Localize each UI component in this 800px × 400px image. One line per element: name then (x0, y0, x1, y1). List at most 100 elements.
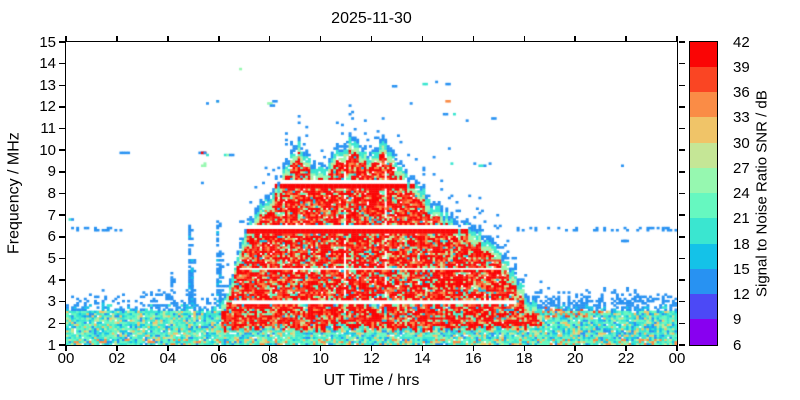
colorbar-segment (690, 268, 717, 294)
x-tick-label: 06 (210, 350, 228, 367)
x-tick-top (523, 35, 525, 41)
y-tick-right (678, 171, 685, 173)
y-tick (58, 214, 65, 216)
colorbar-tick-label: 21 (733, 210, 750, 228)
y-tick (58, 84, 65, 87)
colorbar-tick-label: 9 (733, 311, 742, 329)
x-axis-label: UT Time / hrs (323, 372, 420, 389)
y-tick-right (678, 192, 685, 195)
colorbar-tick-label: 18 (733, 235, 750, 253)
y-tick-label: 14 (39, 55, 56, 73)
colorbar-segment (690, 142, 717, 168)
x-tick-label: 10 (312, 350, 329, 367)
colorbar-gradient (690, 41, 717, 345)
y-tick-right (678, 127, 685, 130)
colorbar-tick-label: 36 (733, 84, 750, 101)
y-tick-label: 13 (39, 76, 56, 94)
y-tick (58, 62, 65, 65)
y-tick-label: 12 (39, 98, 56, 116)
y-tick-label: 7 (47, 206, 56, 224)
x-tick-top (625, 35, 627, 41)
x-tick-label: 00 (668, 350, 686, 367)
y-tick-right (678, 257, 685, 260)
y-tick-label: 2 (47, 314, 56, 332)
x-tick (472, 345, 475, 351)
x-tick-top (116, 35, 118, 41)
y-tick-label: 3 (47, 293, 56, 311)
y-tick (58, 192, 65, 195)
x-tick-top (676, 35, 678, 41)
y-tick (58, 106, 65, 108)
y-tick-label: 1 (47, 336, 56, 354)
colorbar-segment (690, 218, 717, 244)
colorbar (689, 40, 718, 346)
y-tick (58, 171, 65, 173)
x-tick (268, 345, 271, 351)
y-tick-right (678, 344, 685, 346)
y-tick (58, 279, 65, 281)
x-tick-top (370, 35, 373, 41)
snr-heatmap-canvas (66, 42, 677, 345)
y-tick-right (678, 149, 685, 151)
colorbar-tick-label: 24 (733, 185, 750, 202)
y-tick-label: 10 (39, 141, 56, 159)
y-tick (58, 300, 65, 303)
y-tick-label: 5 (47, 249, 56, 267)
colorbar-segment (690, 294, 717, 320)
y-tick (58, 344, 65, 346)
x-tick (370, 345, 373, 351)
y-tick-right (678, 41, 685, 43)
y-tick-right (678, 214, 685, 216)
colorbar-tick-label: 6 (733, 336, 742, 354)
x-tick-top (218, 35, 220, 41)
x-tick (116, 345, 118, 351)
y-tick (58, 322, 65, 325)
x-tick-label: 00 (57, 350, 75, 367)
x-tick (574, 345, 576, 351)
colorbar-segment (690, 167, 717, 193)
colorbar-tick-label: 12 (733, 286, 750, 303)
x-tick (523, 345, 525, 351)
x-tick-top (421, 35, 424, 41)
y-tick-right (678, 322, 685, 325)
y-tick (58, 236, 65, 238)
colorbar-tick-label: 27 (733, 159, 750, 177)
x-tick (676, 345, 678, 351)
y-tick (58, 149, 65, 151)
y-tick-label: 8 (47, 185, 56, 202)
y-tick-right (678, 84, 685, 87)
x-tick (65, 345, 67, 351)
chart-title: 2025-11-30 (331, 10, 412, 27)
x-tick-label: 08 (261, 350, 278, 367)
x-tick-label: 02 (108, 350, 126, 367)
y-tick-right (678, 106, 685, 108)
x-tick-top (65, 35, 67, 41)
colorbar-segment (690, 41, 717, 67)
x-tick-label: 14 (414, 350, 431, 367)
x-tick-top (472, 35, 475, 41)
x-tick-label: 22 (617, 350, 635, 367)
colorbar-tick-label: 30 (733, 134, 750, 152)
colorbar-segment (690, 117, 717, 143)
x-tick-label: 16 (464, 350, 482, 367)
x-tick (319, 345, 322, 351)
y-tick-right (678, 279, 685, 281)
x-tick-label: 18 (515, 350, 533, 367)
y-axis-label: Frequency / MHz (5, 132, 23, 255)
y-tick-label: 9 (47, 163, 56, 181)
colorbar-segment (690, 319, 717, 345)
colorbar-segment (690, 243, 717, 269)
y-tick-label: 11 (40, 120, 56, 138)
x-tick (167, 345, 169, 351)
x-tick-top (319, 35, 322, 41)
colorbar-tick-label: 39 (733, 58, 750, 76)
x-tick (218, 345, 220, 351)
colorbar-segment (690, 193, 717, 219)
x-tick-label: 20 (566, 350, 584, 367)
colorbar-segment (690, 66, 717, 92)
y-tick-right (678, 300, 685, 303)
y-tick (58, 41, 65, 43)
colorbar-segment (690, 92, 717, 118)
colorbar-tick-label: 33 (733, 109, 750, 127)
colorbar-tick-label: 42 (733, 33, 750, 51)
